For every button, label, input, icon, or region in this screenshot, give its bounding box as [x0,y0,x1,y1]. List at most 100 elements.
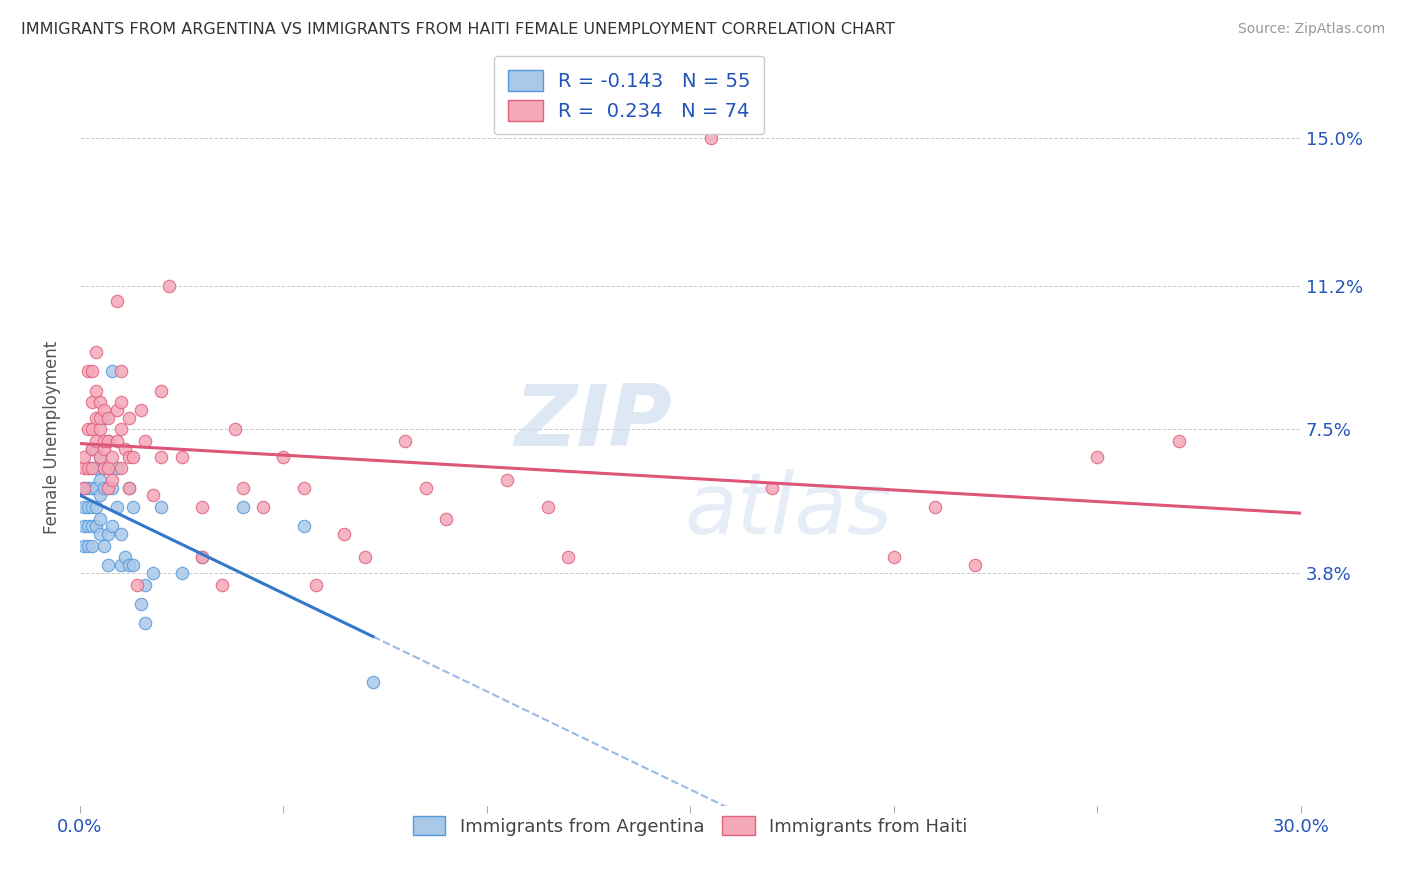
Point [191,500,214,514]
Point [118,481,141,495]
Y-axis label: Female Unemployment: Female Unemployment [44,341,60,533]
Point [93,403,115,417]
Point [101,450,124,464]
Point [84,434,107,448]
Point [118,410,141,425]
Point [110,395,132,409]
Point [761,481,783,495]
Point [224,422,246,436]
Point [93,434,115,448]
Point [80,442,103,456]
Point [89,511,111,525]
Point [80,395,103,409]
Point [496,473,519,487]
Point [142,566,165,580]
Point [121,450,143,464]
Point [80,442,103,456]
Point [292,481,315,495]
Point [93,461,115,475]
Point [93,461,115,475]
Point [84,442,107,456]
Point [105,500,128,514]
Point [77,364,100,378]
Point [84,461,107,475]
Point [415,481,437,495]
Point [89,473,111,487]
Point [105,434,128,448]
Point [110,527,132,541]
Point [97,527,120,541]
Text: Source: ZipAtlas.com: Source: ZipAtlas.com [1237,22,1385,37]
Point [105,403,128,417]
Point [191,550,214,565]
Point [73,500,96,514]
Point [80,461,103,475]
Point [101,519,124,533]
Point [121,500,143,514]
Point [97,481,120,495]
Point [170,566,193,580]
Point [150,500,173,514]
Point [101,473,124,487]
Point [80,519,103,533]
Point [101,364,124,378]
Point [80,461,103,475]
Point [97,461,120,475]
Point [84,500,107,514]
Point [73,481,96,495]
Legend: Immigrants from Argentina, Immigrants from Haiti: Immigrants from Argentina, Immigrants fr… [404,807,977,845]
Point [361,674,384,689]
Point [110,422,132,436]
Point [557,550,579,565]
Point [105,294,128,309]
Text: atlas: atlas [685,469,891,552]
Point [84,410,107,425]
Point [89,395,111,409]
Point [80,539,103,553]
Point [232,500,254,514]
Point [93,410,115,425]
Point [134,434,156,448]
Point [73,461,96,475]
Point [110,558,132,573]
Point [134,577,156,591]
Point [699,131,721,145]
Point [110,461,132,475]
Point [84,481,107,495]
Point [93,442,115,456]
Point [93,539,115,553]
Point [232,481,254,495]
Point [89,450,111,464]
Point [73,481,96,495]
Point [1167,434,1189,448]
Point [101,481,124,495]
Text: ZIP: ZIP [513,381,672,464]
Point [105,461,128,475]
Text: IMMIGRANTS FROM ARGENTINA VS IMMIGRANTS FROM HAITI FEMALE UNEMPLOYMENT CORRELATI: IMMIGRANTS FROM ARGENTINA VS IMMIGRANTS … [21,22,896,37]
Point [84,384,107,398]
Point [77,539,100,553]
Point [97,410,120,425]
Point [73,519,96,533]
Point [353,550,375,565]
Point [924,500,946,514]
Point [142,488,165,502]
Point [333,527,356,541]
Point [89,527,111,541]
Point [73,450,96,464]
Point [97,434,120,448]
Point [97,434,120,448]
Point [77,461,100,475]
Point [118,481,141,495]
Point [537,500,560,514]
Point [157,278,180,293]
Point [118,450,141,464]
Point [292,519,315,533]
Point [150,384,173,398]
Point [84,519,107,533]
Point [89,422,111,436]
Point [118,558,141,573]
Point [77,500,100,514]
Point [129,403,152,417]
Point [273,450,295,464]
